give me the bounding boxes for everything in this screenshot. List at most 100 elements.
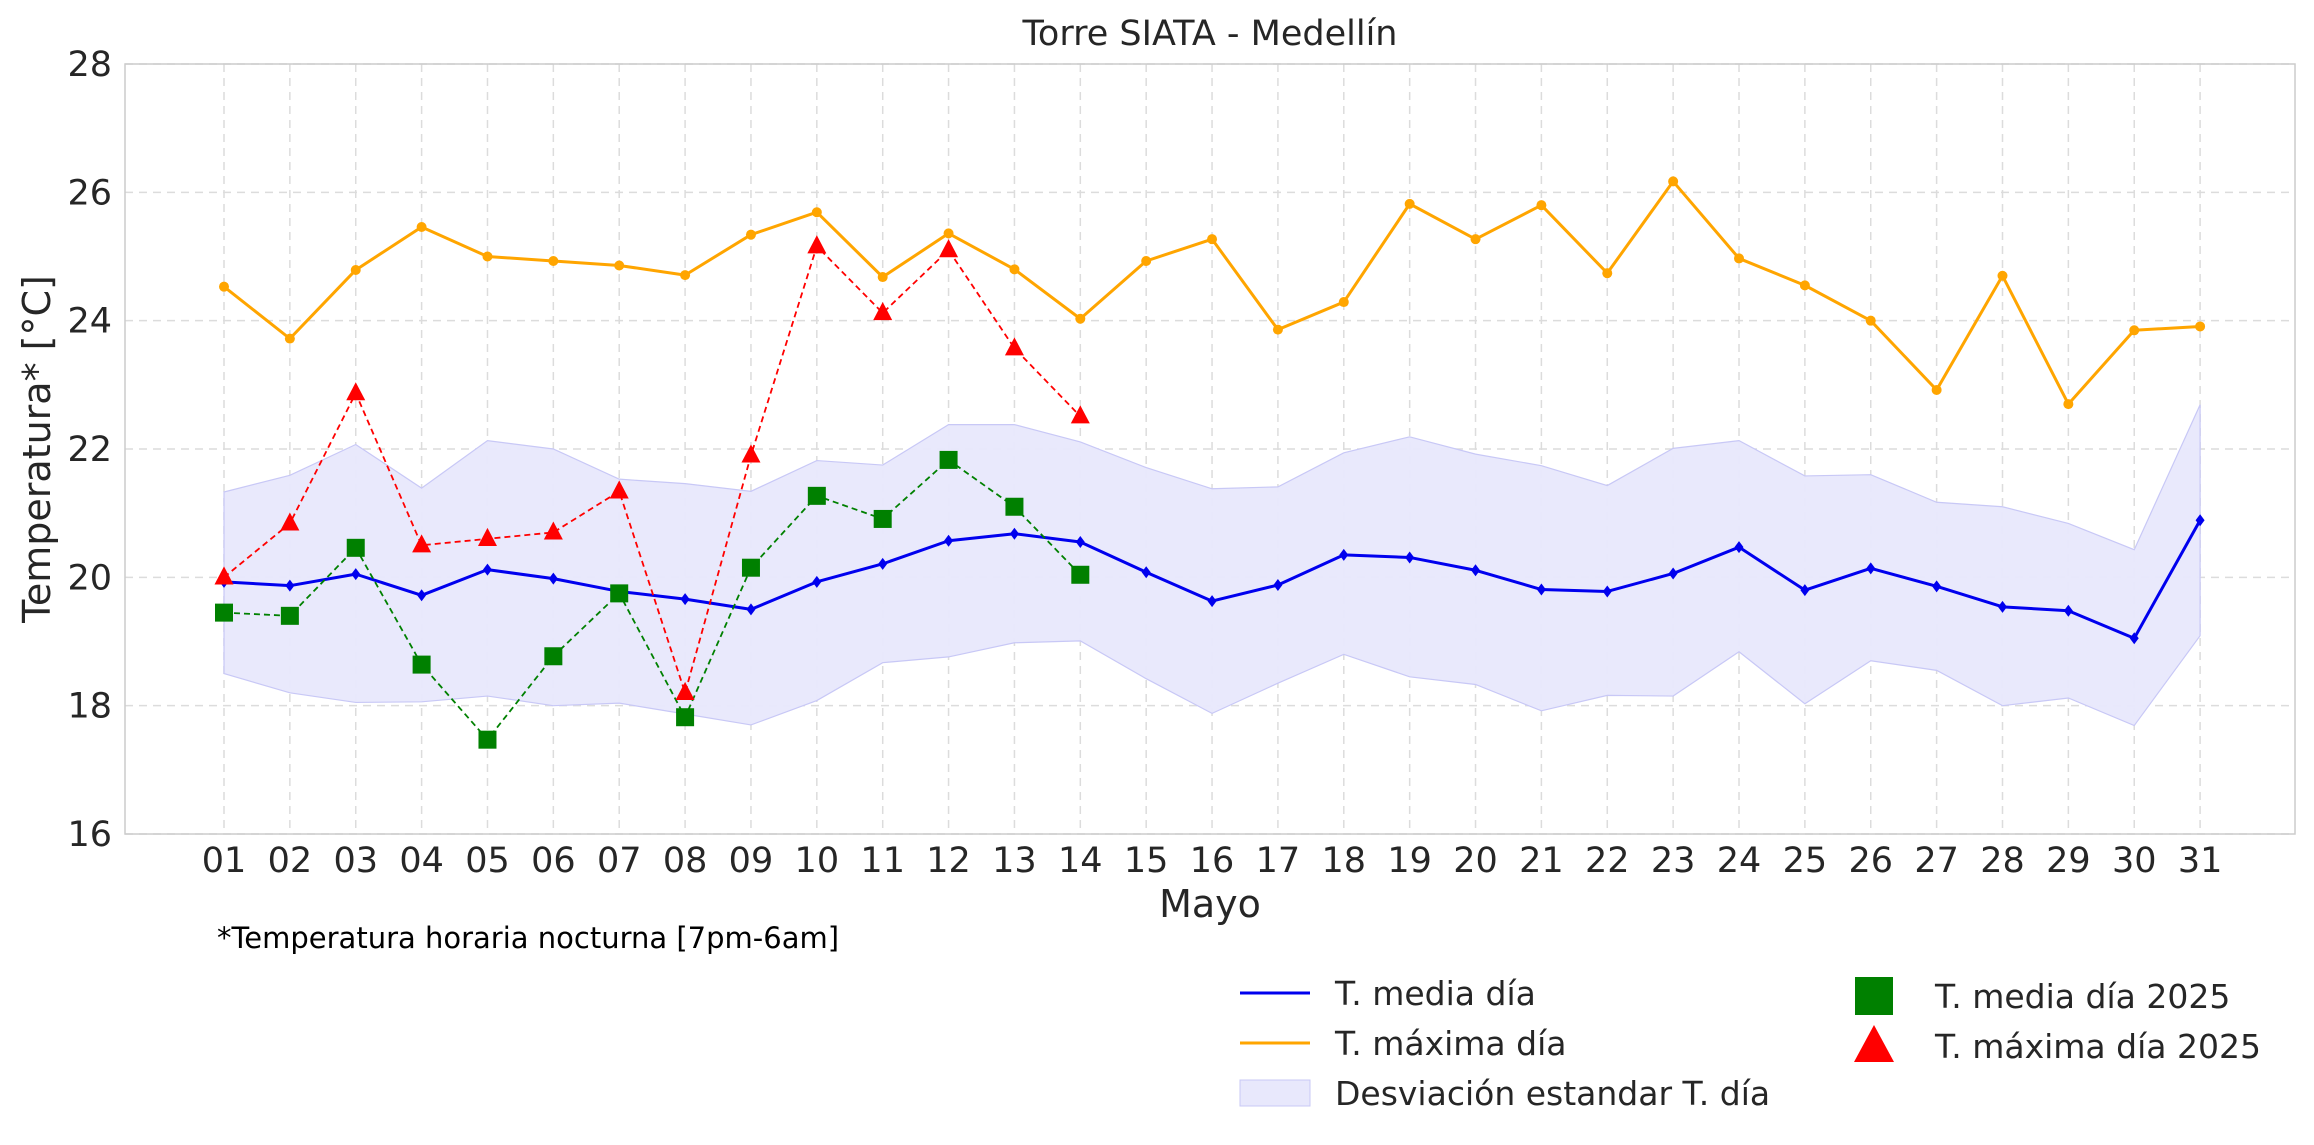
data-point-diamond	[1273, 579, 1283, 592]
data-point-diamond	[1668, 567, 1678, 580]
data-point-diamond	[482, 563, 492, 576]
data-point-triangle	[675, 681, 695, 700]
data-point-square	[215, 603, 233, 622]
x-tick-label: 05	[465, 841, 510, 881]
x-tick-label: 21	[1519, 841, 1564, 881]
data-point-square	[412, 655, 431, 674]
y-tick-label: 28	[67, 45, 112, 85]
x-tick-label: 24	[1717, 841, 1762, 881]
data-point-circle	[1799, 280, 1810, 291]
legend-label: T. media día	[1334, 974, 1536, 1013]
data-point-diamond	[1734, 541, 1744, 554]
data-point-square	[676, 708, 695, 727]
x-tick-label: 30	[2112, 841, 2157, 881]
x-tick-label: 23	[1651, 841, 1696, 881]
x-tick-label: 03	[333, 841, 378, 881]
data-point-circle	[1075, 313, 1086, 324]
data-point-circle	[1338, 297, 1349, 308]
legend-swatch-square	[1855, 977, 1893, 1015]
data-point-triangle	[280, 512, 300, 531]
data-point-circle	[1668, 176, 1679, 187]
legend-label: T. máxima día	[1334, 1024, 1566, 1063]
data-point-diamond	[1009, 527, 1019, 540]
data-point-circle	[745, 229, 756, 240]
data-point-circle	[614, 260, 625, 271]
legend-item: T. máxima día	[1240, 1024, 1566, 1063]
data-point-diamond	[1471, 564, 1481, 577]
data-point-diamond	[1932, 580, 1942, 593]
data-point-square	[873, 509, 892, 528]
x-tick-label: 14	[1058, 841, 1103, 881]
legend-item: Desviación estandar T. día	[1239, 1074, 1770, 1113]
data-point-circle	[2063, 399, 2074, 410]
x-tick-label: 31	[2178, 841, 2223, 881]
data-point-circle	[1865, 315, 1876, 326]
data-point-circle	[219, 281, 229, 292]
data-point-square	[741, 558, 760, 577]
y-tick-label: 18	[67, 687, 112, 727]
y-tick-label: 20	[67, 558, 112, 598]
data-point-diamond	[944, 534, 954, 547]
plot-area: 01 02 03 04 05 06 07 08 09 10 11 12 13 14 15 16 17 18 19 20…	[67, 45, 2296, 881]
series-line-3	[223, 459, 1081, 741]
data-point-diamond	[1075, 536, 1085, 549]
legend-swatch-triangle	[1854, 1025, 1894, 1062]
legend-label: T. media día 2025	[1934, 977, 2230, 1016]
y-tick-label: 16	[67, 815, 112, 855]
data-point-circle	[1207, 234, 1218, 245]
x-tick-label: 09	[729, 841, 774, 881]
data-point-circle	[680, 270, 691, 281]
data-point-triangle	[609, 480, 629, 499]
data-point-square	[346, 538, 365, 557]
data-point-circle	[2195, 321, 2206, 332]
x-tick-label: 08	[663, 841, 708, 881]
data-point-circle	[482, 251, 493, 262]
y-axis-label: Temperatura* [°C]	[15, 275, 59, 624]
data-point-diamond	[1800, 584, 1810, 597]
y-tick-label: 22	[67, 430, 112, 470]
data-point-triangle	[741, 444, 761, 463]
data-point-diamond	[2195, 514, 2205, 527]
data-point-circle	[811, 207, 822, 218]
data-point-diamond	[1141, 566, 1151, 579]
data-point-triangle	[873, 302, 893, 321]
data-point-diamond	[812, 575, 822, 588]
data-point-circle	[416, 221, 427, 232]
data-point-triangle	[1070, 405, 1090, 424]
data-point-square	[280, 606, 299, 625]
data-point-square	[1005, 497, 1024, 516]
data-point-diamond	[2063, 604, 2073, 617]
data-point-square	[807, 486, 826, 505]
data-point-diamond	[351, 568, 361, 581]
x-tick-label: 18	[1322, 841, 1367, 881]
x-tick-label: 01	[202, 841, 247, 881]
x-axis-label: Mayo	[1159, 882, 1261, 926]
data-point-circle	[1602, 268, 1613, 279]
data-point-circle	[943, 228, 954, 239]
x-tick-label: 02	[268, 841, 313, 881]
data-point-diamond	[1339, 548, 1349, 561]
x-tick-label: 06	[531, 841, 576, 881]
x-tick-label: 19	[1387, 841, 1432, 881]
footnote: *Temperatura horaria nocturna [7pm-6am]	[217, 921, 839, 955]
x-tick-label: 15	[1124, 841, 1169, 881]
series-line-4	[223, 245, 1081, 694]
legend-label: Desviación estandar T. día	[1335, 1074, 1770, 1113]
data-point-diamond	[1207, 595, 1217, 608]
data-point-circle	[350, 264, 361, 275]
data-point-diamond	[680, 593, 690, 606]
data-point-triangle	[1004, 337, 1024, 356]
x-tick-label: 10	[795, 841, 840, 881]
x-tick-label: 16	[1190, 841, 1235, 881]
data-point-triangle	[807, 235, 827, 254]
x-tick-label: 04	[399, 841, 444, 881]
legend-item: T. media día 2025	[1855, 977, 2230, 1016]
x-tick-label: 28	[1980, 841, 2025, 881]
data-point-circle	[877, 272, 888, 283]
x-tick-label: 11	[860, 841, 905, 881]
data-point-circle	[1536, 200, 1547, 211]
plot-border	[124, 63, 2296, 835]
x-tick-label: 17	[1256, 841, 1301, 881]
data-point-diamond	[548, 572, 558, 585]
